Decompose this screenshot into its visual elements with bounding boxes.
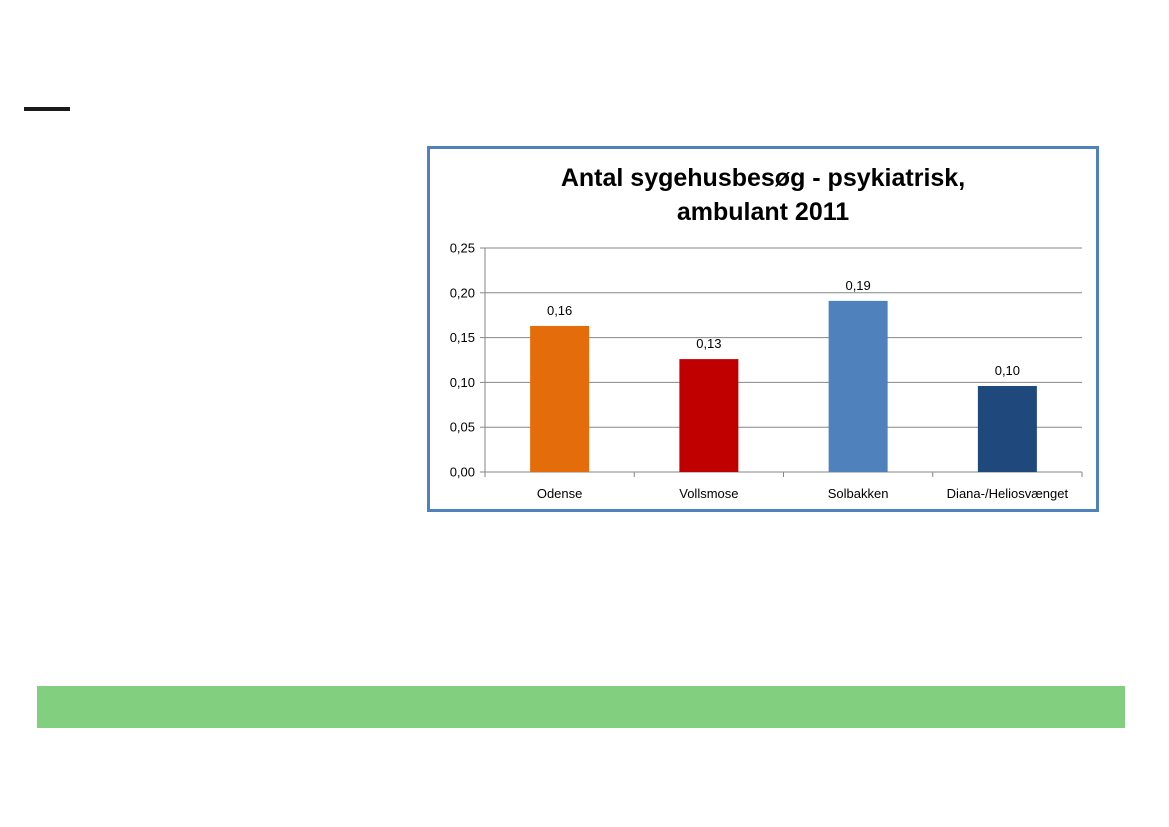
- chart-title-line-2: ambulant 2011: [676, 198, 850, 226]
- data-label: 0,10: [995, 363, 1020, 378]
- data-label: 0,19: [845, 278, 870, 293]
- y-tick-label: 0,20: [450, 285, 475, 300]
- bar-chart-plot: 0,00 0,05 0,10 0,15 0,20 0,25 0,16 Odense 0,13 Vo…: [450, 241, 1083, 501]
- footer-green-band: [37, 686, 1125, 728]
- chart-title-line-1: Antal sygehusbesøg - psykiatrisk,: [560, 164, 966, 192]
- bar-odense: [530, 325, 590, 472]
- x-tick-label: Vollsmose: [679, 486, 738, 501]
- data-label: 0,13: [696, 336, 721, 351]
- chart-container: Antal sygehusbesøg - psykiatrisk, ambula…: [427, 146, 1099, 512]
- y-tick-label: 0,00: [450, 465, 475, 480]
- chart-title: Antal sygehusbesøg - psykiatrisk, ambula…: [430, 161, 1096, 229]
- y-tick-label: 0,10: [450, 375, 475, 390]
- y-tick-label: 0,05: [450, 420, 475, 435]
- y-tick-label: 0,15: [450, 330, 475, 345]
- bar-solbakken: [828, 300, 888, 472]
- x-tick-label: Solbakken: [828, 486, 889, 501]
- data-label: 0,16: [547, 303, 572, 318]
- bar-vollsmose: [679, 359, 739, 472]
- y-tick-label: 0,25: [450, 241, 475, 256]
- bar-diana-heliosv-nget: [977, 385, 1037, 472]
- x-tick-label: Odense: [537, 486, 583, 501]
- x-tick-label: Diana-/Heliosvænget: [947, 486, 1069, 501]
- title-dash-decoration: [24, 107, 70, 111]
